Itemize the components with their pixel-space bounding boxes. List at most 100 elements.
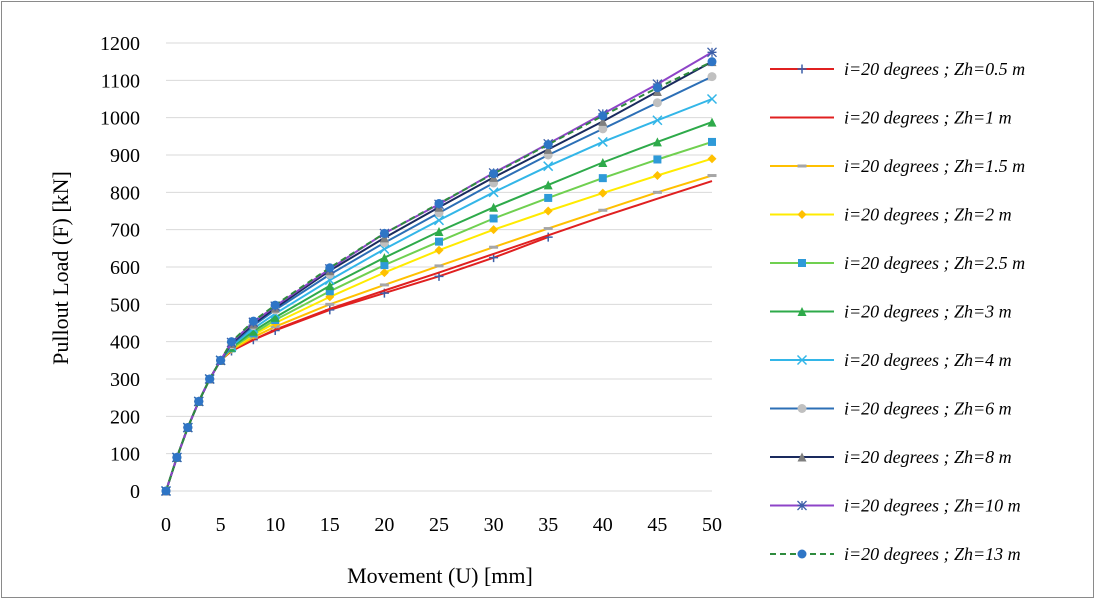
- data-point: [488, 187, 499, 198]
- legend-label: i=20 degrees ; Zh=2.5 m: [844, 253, 1025, 273]
- legend-item: i=20 degrees ; Zh=2 m: [770, 205, 1012, 225]
- y-tick-label: 300: [110, 369, 140, 391]
- legend-label: i=20 degrees ; Zh=0.5 m: [844, 59, 1025, 79]
- y-tick-label: 600: [110, 257, 140, 279]
- legend-item: i=20 degrees ; Zh=8 m: [770, 447, 1012, 467]
- y-tick-label: 200: [110, 406, 140, 428]
- data-point: [248, 326, 258, 336]
- data-point: [598, 188, 608, 198]
- x-tick-label: 25: [429, 514, 449, 536]
- legend-item: i=20 degrees ; Zh=2.5 m: [770, 253, 1025, 273]
- data-point: [325, 287, 334, 296]
- x-tick-label: 10: [265, 514, 285, 536]
- data-point: [797, 500, 807, 511]
- legend-label: i=20 degrees ; Zh=6 m: [844, 399, 1012, 419]
- x-axis-title: Movement (U) [mm]: [347, 563, 533, 588]
- data-point: [325, 281, 335, 291]
- data-point: [216, 355, 226, 365]
- data-point: [270, 300, 280, 310]
- legend-label: i=20 degrees ; Zh=1 m: [844, 108, 1012, 128]
- data-point: [707, 154, 717, 164]
- x-axis-ticks: 0 5 10 15 20 25 30 35 40 45 50: [161, 514, 722, 536]
- data-point: [489, 202, 499, 212]
- y-tick-label: 100: [110, 444, 140, 466]
- data-point: [248, 316, 258, 326]
- data-point: [598, 111, 608, 121]
- legend-label: i=20 degrees ; Zh=2 m: [844, 205, 1012, 225]
- data-point: [598, 116, 608, 126]
- data-point: [797, 307, 807, 316]
- x-tick-label: 50: [702, 514, 722, 536]
- data-point: [598, 157, 608, 167]
- x-tick-label: 40: [593, 514, 613, 536]
- data-point: [652, 171, 662, 181]
- series: [161, 72, 717, 496]
- legend-item: i=20 degrees ; Zh=13 m: [770, 544, 1021, 564]
- data-point: [797, 210, 807, 219]
- x-tick-label: 45: [647, 514, 667, 536]
- x-tick-label: 5: [216, 514, 226, 536]
- data-point: [707, 117, 717, 127]
- data-point: [544, 193, 553, 202]
- data-point: [489, 225, 499, 235]
- data-point: [797, 64, 807, 74]
- data-point: [797, 452, 807, 462]
- data-point: [434, 199, 444, 209]
- data-point: [172, 452, 182, 462]
- series-line: [165, 75, 713, 492]
- legend-item: i=20 degrees ; Zh=3 m: [770, 302, 1012, 322]
- legend-label: i=20 degrees ; Zh=10 m: [844, 496, 1021, 516]
- data-point: [270, 312, 280, 322]
- series-line: [165, 140, 713, 492]
- y-tick-label: 1000: [100, 108, 140, 130]
- x-tick-label: 30: [484, 514, 504, 536]
- data-point: [489, 169, 499, 179]
- data-point: [543, 180, 553, 190]
- data-point: [706, 93, 718, 105]
- data-point: [379, 253, 389, 263]
- series: [162, 137, 716, 495]
- data-point: [227, 337, 237, 347]
- data-point: [797, 404, 807, 413]
- y-tick-label: 1100: [101, 70, 140, 92]
- y-axis-title: Pullout Load (F) [kN]: [48, 171, 73, 365]
- series-line: [165, 98, 713, 492]
- data-point: [379, 268, 389, 278]
- data-point: [434, 227, 444, 237]
- y-axis-ticks: 0 100 200 300 400 500 600 700 800 900 1000 1100 1200: [100, 33, 140, 503]
- plot-area: [160, 47, 718, 497]
- series: [161, 117, 717, 496]
- data-point: [598, 174, 607, 183]
- x-tick-label: 35: [538, 514, 558, 536]
- legend-label: i=20 degrees ; Zh=1.5 m: [844, 156, 1025, 176]
- data-point: [435, 237, 443, 246]
- data-point: [194, 396, 204, 406]
- series: [161, 57, 717, 496]
- data-point: [797, 549, 807, 559]
- data-point: [543, 161, 554, 172]
- data-point: [652, 137, 662, 147]
- data-point: [652, 83, 662, 93]
- data-point: [434, 245, 444, 255]
- y-tick-label: 800: [110, 182, 140, 204]
- x-tick-label: 0: [161, 514, 171, 536]
- y-tick-label: 400: [110, 332, 140, 354]
- data-point: [597, 136, 608, 147]
- data-point: [707, 72, 717, 82]
- legend-label: i=20 degrees ; Zh=13 m: [844, 544, 1021, 564]
- data-point: [796, 354, 808, 366]
- data-point: [543, 206, 553, 216]
- data-point: [379, 228, 389, 238]
- data-point: [798, 259, 806, 267]
- data-point: [380, 261, 389, 270]
- data-point: [652, 115, 663, 126]
- data-point: [325, 263, 335, 273]
- y-tick-label: 700: [110, 220, 140, 242]
- data-point: [543, 144, 553, 154]
- data-point: [433, 215, 445, 226]
- y-tick-label: 900: [110, 145, 140, 167]
- legend-label: i=20 degrees ; Zh=8 m: [844, 447, 1012, 467]
- legend-item: i=20 degrees ; Zh=4 m: [770, 350, 1012, 370]
